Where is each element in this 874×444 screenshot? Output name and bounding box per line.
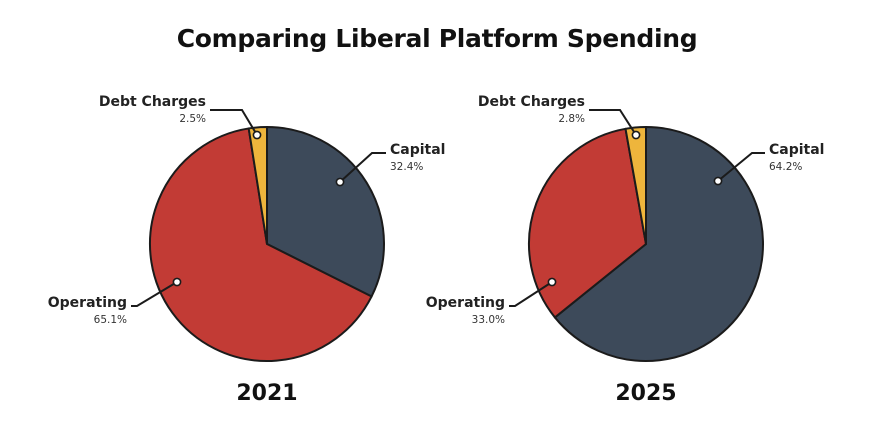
leader-line-capital-2021 — [339, 152, 386, 183]
year-label-2025: 2025 — [615, 381, 676, 406]
marker-dot-operating-2025 — [547, 277, 557, 287]
leader-line-debt-charges-2025 — [589, 109, 637, 136]
value-debt-charges-2021: 2.5% — [179, 113, 206, 125]
pie-2021: Capital 32.4% Operating 65.1% Debt Charges 2.… — [48, 94, 446, 406]
marker-dot-operating-2021 — [172, 277, 182, 287]
leader-line-operating-2025 — [509, 281, 553, 307]
value-capital-2025: 64.2% — [769, 161, 802, 173]
value-debt-charges-2025: 2.8% — [558, 113, 585, 125]
label-operating-2021: Operating — [48, 295, 127, 311]
slice-capital-2025 — [553, 126, 764, 362]
leader-line-capital-2025 — [717, 152, 765, 182]
value-operating-2025: 33.0% — [472, 314, 505, 326]
marker-dot-debt-charges-2021 — [252, 130, 262, 140]
slice-debt-charges-2025 — [624, 126, 647, 245]
label-debt-charges-2025: Debt Charges — [478, 94, 585, 110]
slice-operating-2021 — [149, 127, 373, 362]
marker-dot-capital-2021 — [335, 177, 345, 187]
value-capital-2021: 32.4% — [390, 161, 423, 173]
leader-line-operating-2021 — [131, 281, 178, 307]
slice-operating-2025 — [528, 127, 647, 319]
leader-line-debt-charges-2021 — [210, 109, 258, 136]
year-label-2021: 2021 — [236, 381, 297, 406]
marker-dot-debt-charges-2025 — [631, 130, 641, 140]
slice-debt-charges-2021 — [247, 126, 268, 245]
label-capital-2025: Capital — [769, 142, 824, 158]
marker-dot-capital-2025 — [713, 176, 723, 186]
chart-title: Comparing Liberal Platform Spending — [176, 24, 698, 53]
label-debt-charges-2021: Debt Charges — [99, 94, 206, 110]
value-operating-2021: 65.1% — [94, 314, 127, 326]
pie-2025: Capital 64.2% Operating 33.0% Debt Charges 2.… — [426, 94, 825, 406]
label-operating-2025: Operating — [426, 295, 505, 311]
label-capital-2021: Capital — [390, 142, 445, 158]
